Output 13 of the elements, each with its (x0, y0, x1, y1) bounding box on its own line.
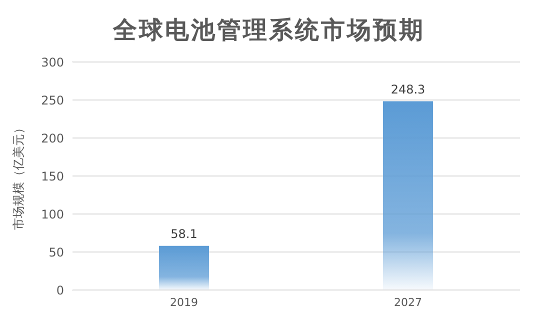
data-label: 248.3 (390, 82, 426, 96)
y-axis-title: 市场规模（亿美元） (11, 122, 26, 230)
chart-title: 全球电池管理系统市场预期 (112, 15, 426, 46)
y-tick-label: 0 (56, 283, 64, 298)
x-tick-label: 2027 (394, 296, 422, 309)
y-tick-label: 100 (41, 207, 64, 222)
data-label: 58.1 (170, 226, 198, 241)
y-tick-label: 300 (41, 55, 64, 70)
x-tick-label: 2019 (170, 296, 198, 309)
y-tick-label: 250 (41, 93, 64, 108)
y-tick-label: 150 (41, 169, 64, 184)
y-tick-label: 50 (48, 245, 64, 260)
y-tick-label: 200 (41, 131, 64, 146)
